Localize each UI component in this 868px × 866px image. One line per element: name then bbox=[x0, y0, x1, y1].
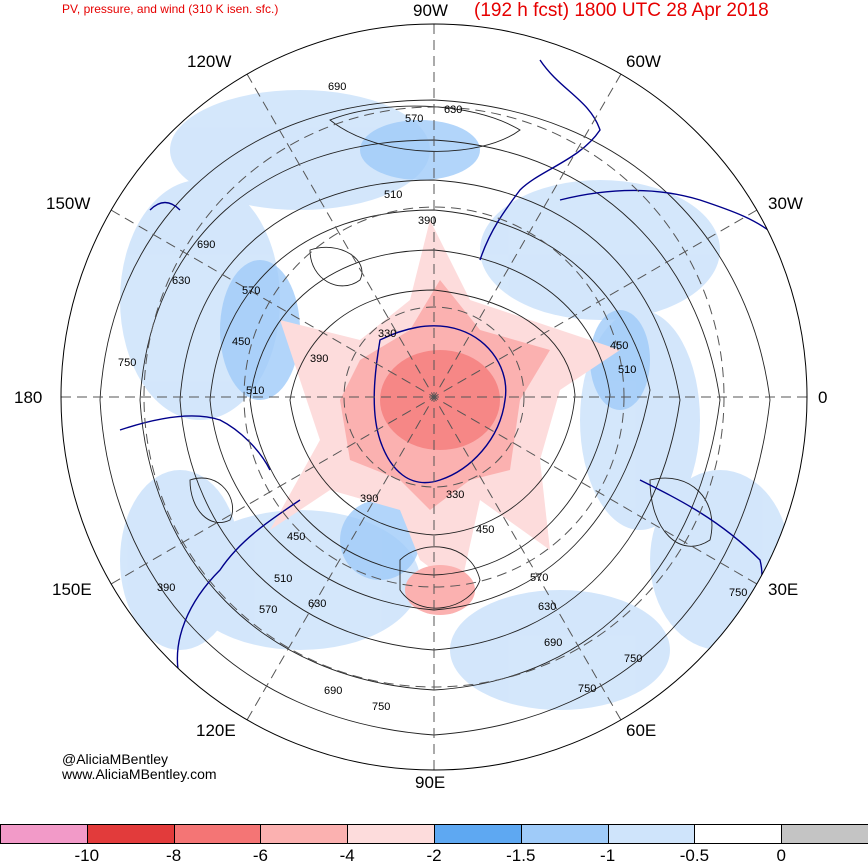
lon-label-n: 90W bbox=[413, 1, 448, 20]
contour-label: 390 bbox=[360, 493, 378, 505]
colorbar-swatch bbox=[86, 824, 175, 844]
contour-label: 750 bbox=[578, 683, 596, 695]
pv-core-shading bbox=[270, 220, 620, 615]
contour-label: 690 bbox=[197, 239, 215, 251]
contour-label: 450 bbox=[287, 531, 305, 543]
contour-label: 330 bbox=[446, 489, 464, 501]
colorbar-tick-label: -1 bbox=[600, 846, 616, 865]
contour-label: 510 bbox=[384, 189, 402, 201]
contour-label: 450 bbox=[610, 340, 628, 352]
contour-label: 330 bbox=[378, 328, 396, 340]
pv-low-shading bbox=[120, 90, 790, 710]
contour-label: 570 bbox=[405, 113, 423, 125]
lon-label-e: 0 bbox=[818, 388, 828, 407]
colorbar-tick-label: -10 bbox=[74, 846, 100, 865]
colorbar-tick-label: 0 bbox=[776, 846, 786, 865]
lon-label-sw2: 120E bbox=[196, 721, 236, 740]
colorbar-tick-label: -2 bbox=[426, 846, 442, 865]
colorbar-tick-label: -0.5 bbox=[679, 846, 710, 865]
colorbar-swatch bbox=[694, 824, 783, 844]
map-title-left: PV, pressure, and wind (310 K isen. sfc.… bbox=[62, 2, 279, 16]
contour-label: 510 bbox=[274, 573, 292, 585]
credit-handle: @AliciaMBentley bbox=[62, 751, 169, 767]
lon-label-se1: 30E bbox=[768, 580, 799, 599]
lon-label-sw1: 150E bbox=[52, 580, 92, 599]
contour-label: 510 bbox=[246, 385, 264, 397]
colorbar-swatch bbox=[0, 824, 88, 844]
graticule bbox=[61, 24, 807, 770]
colorbar-swatch bbox=[781, 824, 868, 844]
contour-label: 750 bbox=[372, 701, 390, 713]
contour-label: 450 bbox=[476, 524, 494, 536]
lon-label-w: 180 bbox=[14, 388, 43, 407]
lon-label-ne2: 30W bbox=[768, 194, 803, 213]
contour-label: 390 bbox=[310, 353, 328, 365]
colorbar-tick-label: -8 bbox=[166, 846, 182, 865]
contour-label: 570 bbox=[530, 572, 548, 584]
colorbar-tick-label: -6 bbox=[252, 846, 268, 865]
credit-website: www.AliciaMBentley.com bbox=[62, 766, 217, 782]
lon-label-nw1: 120W bbox=[187, 52, 232, 71]
contour-label: 450 bbox=[232, 336, 250, 348]
contour-label: 630 bbox=[538, 601, 556, 613]
contour-label: 750 bbox=[729, 587, 747, 599]
colorbar-swatch bbox=[520, 824, 609, 844]
contour-label: 390 bbox=[418, 215, 436, 227]
contour-label: 630 bbox=[308, 598, 326, 610]
contour-label: 750 bbox=[624, 653, 642, 665]
contour-label: 570 bbox=[242, 285, 260, 297]
contour-label: 510 bbox=[618, 364, 636, 376]
contour-label: 390 bbox=[157, 582, 175, 594]
colorbar-swatch bbox=[607, 824, 696, 844]
lon-label-ne1: 60W bbox=[626, 52, 661, 71]
contour-label: 630 bbox=[444, 104, 462, 116]
polar-map: 690 630 570 510 390 330 450 750 690 630 … bbox=[60, 23, 808, 771]
contour-label: 690 bbox=[328, 81, 346, 93]
contour-label: 750 bbox=[118, 357, 136, 369]
lon-label-nw2: 150W bbox=[46, 194, 91, 213]
map-title-right: (192 h fcst) 1800 UTC 28 Apr 2018 bbox=[474, 0, 769, 21]
contour-label: 690 bbox=[544, 637, 562, 649]
contour-label: 630 bbox=[172, 275, 190, 287]
lon-label-s: 90E bbox=[415, 773, 446, 792]
colorbar-swatch bbox=[347, 824, 435, 844]
colorbar-tick-label: -1.5 bbox=[506, 846, 536, 865]
contour-label: 570 bbox=[259, 604, 277, 616]
colorbar-tick-label: -4 bbox=[339, 846, 355, 865]
colorbar-swatch bbox=[434, 824, 522, 844]
contour-value-labels: 690 630 570 510 390 330 450 750 690 630 … bbox=[118, 81, 747, 713]
lon-label-se2: 60E bbox=[626, 721, 657, 740]
colorbar-swatch bbox=[260, 824, 349, 844]
contour-label: 690 bbox=[324, 685, 342, 697]
colorbar-swatch bbox=[173, 824, 262, 844]
